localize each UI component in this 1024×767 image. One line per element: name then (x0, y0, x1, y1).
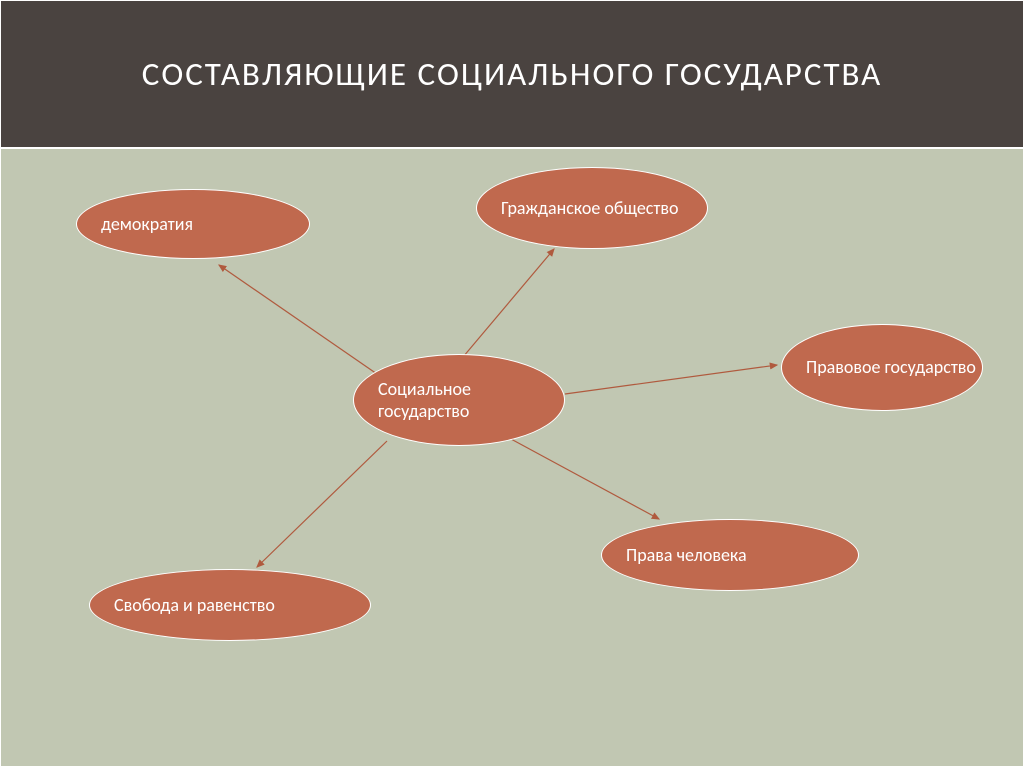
node-civil_society: Гражданское общество (476, 167, 708, 249)
edge-3 (511, 439, 659, 519)
edge-1 (463, 249, 554, 357)
edge-2 (565, 365, 777, 394)
slide-header: СОСТАВЛЯЮЩИЕ СОЦИАЛЬНОГО ГОСУДАРСТВА (0, 0, 1024, 148)
node-label: Гражданское общество (501, 197, 678, 220)
center-node: Социальное государство (353, 354, 565, 446)
node-freedom_equality: Свобода и равенство (89, 569, 371, 641)
edge-4 (257, 441, 387, 567)
slide-title: СОСТАВЛЯЮЩИЕ СОЦИАЛЬНОГО ГОСУДАРСТВА (142, 53, 883, 96)
center-node-label: Социальное государство (378, 378, 564, 423)
diagram-canvas: Социальное государство демократия Гражданс… (0, 148, 1024, 767)
node-label: демократия (101, 213, 193, 236)
node-democracy: демократия (76, 189, 310, 259)
edge-0 (219, 265, 377, 374)
node-label: Правовое государство (806, 356, 976, 379)
node-human_rights: Права человека (601, 519, 859, 591)
node-rule_of_law: Правовое государство (781, 324, 983, 411)
node-label: Права человека (626, 544, 747, 567)
node-label: Свобода и равенство (114, 594, 275, 617)
